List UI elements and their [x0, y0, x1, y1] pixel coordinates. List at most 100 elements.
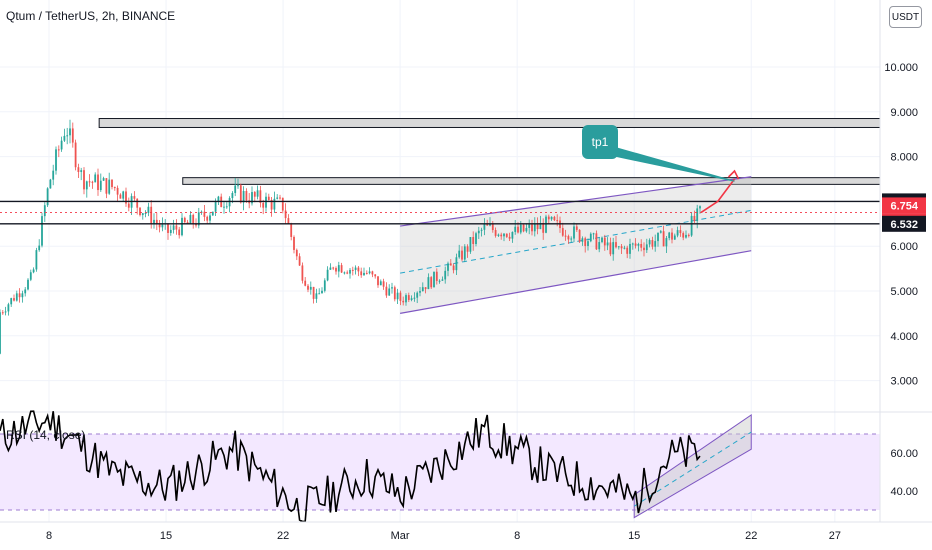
- candle-body: [466, 246, 469, 252]
- candle-body: [539, 222, 542, 230]
- candle-body: [371, 271, 374, 275]
- candle-body: [693, 215, 696, 221]
- candle-body: [102, 178, 105, 181]
- candle-body: [181, 217, 183, 236]
- candle-body: [88, 181, 91, 183]
- candle-body: [508, 236, 511, 239]
- candle-body: [379, 281, 382, 286]
- candle-body: [150, 206, 153, 224]
- candle-body: [587, 241, 589, 246]
- candle-body: [357, 267, 360, 272]
- candle-body: [682, 233, 685, 238]
- time-tick-label: 27: [829, 530, 841, 542]
- candle-body: [424, 287, 427, 290]
- candle-body: [346, 272, 349, 274]
- candle-body: [256, 190, 259, 197]
- candle-body: [575, 226, 578, 230]
- candle-body: [337, 265, 340, 272]
- candle-body: [643, 247, 645, 251]
- price-tick-label: 10.000: [884, 62, 918, 74]
- candle-body: [365, 272, 368, 274]
- candle-body: [407, 295, 410, 300]
- candle-body: [211, 211, 214, 216]
- candle-body: [391, 287, 393, 289]
- candle-body: [49, 179, 52, 189]
- candle-body: [606, 242, 609, 246]
- candle-body: [477, 230, 480, 234]
- candle-body: [525, 227, 528, 232]
- candle-body: [573, 226, 575, 239]
- price-tick-label: 8.000: [890, 152, 918, 164]
- candle-body: [461, 250, 463, 260]
- candle-body: [147, 206, 150, 213]
- candle-body: [533, 223, 536, 232]
- candle-body: [7, 304, 10, 312]
- candle-body: [13, 298, 15, 301]
- time-axis: 8 15 22 Mar 8 15 22 27: [0, 521, 932, 542]
- candle-body: [186, 222, 189, 224]
- candle-body: [312, 286, 315, 299]
- candle-body: [307, 285, 309, 290]
- candle-body: [63, 135, 66, 141]
- candle-body: [441, 279, 444, 281]
- projection-path: [700, 178, 736, 214]
- candle-body: [183, 217, 186, 223]
- candle-body: [553, 216, 556, 221]
- candle-body: [377, 276, 379, 286]
- price-tick-label: 4.000: [890, 331, 918, 343]
- price-label-box: [882, 197, 926, 214]
- candle-body: [270, 199, 273, 210]
- candle-body: [144, 212, 147, 214]
- candle-body: [640, 243, 643, 248]
- rsi-indicator-label: RSI (14, close): [6, 428, 86, 442]
- candle-body: [449, 263, 452, 266]
- rsi-tick-label: 40.00: [890, 486, 918, 498]
- candle-body: [267, 196, 270, 200]
- candle-body: [27, 279, 29, 290]
- candle-body: [35, 250, 38, 270]
- candle-body: [469, 237, 472, 252]
- candle-body: [388, 288, 391, 296]
- candle-body: [127, 203, 130, 208]
- candle-body: [483, 224, 486, 230]
- price-axis: 3.0004.0005.0006.0007.0008.0009.00010.00…: [879, 0, 926, 522]
- candle-body: [489, 224, 491, 226]
- candle-body: [284, 210, 287, 219]
- candle-body: [99, 180, 102, 191]
- horizontal-levels: [0, 200, 880, 225]
- candle-body: [315, 293, 318, 299]
- rsi-line: [0, 410, 701, 523]
- candle-body: [374, 274, 377, 277]
- candle-body: [458, 250, 461, 258]
- candle-body: [612, 242, 615, 255]
- candle-body: [617, 246, 620, 248]
- candle-body: [24, 289, 27, 294]
- candle-body: [21, 293, 24, 298]
- candle-body: [511, 231, 514, 239]
- candle-body: [592, 233, 595, 235]
- candle-body: [626, 247, 629, 254]
- candle-body: [1, 312, 4, 314]
- candle-body: [629, 243, 631, 254]
- candle-body: [287, 218, 290, 224]
- candle-body: [195, 223, 197, 226]
- supply-zone: [98, 118, 881, 128]
- candle-body: [298, 256, 301, 266]
- candle-body: [598, 242, 601, 250]
- candle-body: [505, 233, 508, 237]
- candle-body: [603, 237, 606, 246]
- candle-body: [309, 286, 312, 290]
- candle-body: [676, 230, 679, 236]
- candle-body: [654, 241, 657, 247]
- currency-button[interactable]: USDT: [889, 6, 922, 28]
- candle-body: [38, 245, 41, 251]
- candle-body: [452, 265, 455, 271]
- candle-body: [497, 234, 500, 236]
- candle-body: [189, 214, 192, 224]
- candle-body: [172, 225, 175, 230]
- candle-body: [623, 247, 626, 249]
- candle-body: [60, 140, 63, 150]
- candle-body: [158, 223, 161, 228]
- candle-body: [253, 192, 256, 197]
